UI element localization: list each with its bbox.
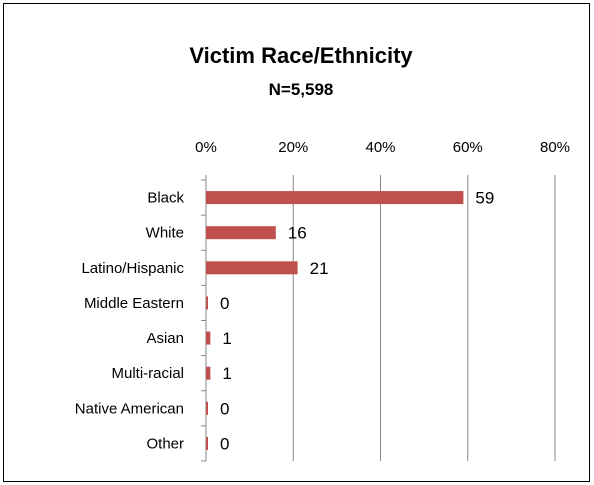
x-tick-label: 60% <box>453 139 483 156</box>
data-label: 0 <box>220 399 229 418</box>
data-label: 0 <box>220 434 229 453</box>
x-tick-label: 80% <box>540 139 570 156</box>
bar <box>206 261 298 275</box>
bar <box>206 226 276 240</box>
gridlines <box>201 175 556 462</box>
data-label: 1 <box>222 329 231 348</box>
category-label: Native American <box>75 400 184 417</box>
data-label: 16 <box>288 224 307 243</box>
category-label: Multi-racial <box>111 365 184 382</box>
category-label: Black <box>147 190 184 207</box>
x-tick-label: 20% <box>278 139 308 156</box>
bar <box>206 331 211 345</box>
category-label: Latino/Hispanic <box>81 260 184 277</box>
category-label: Other <box>146 435 184 452</box>
data-label: 1 <box>222 364 231 383</box>
bar <box>206 436 208 450</box>
category-label: Middle Eastern <box>84 295 184 312</box>
chart-subtitle: N=5,598 <box>269 80 334 99</box>
data-label: 0 <box>220 294 229 313</box>
data-label: 59 <box>475 189 494 208</box>
category-labels: Black White Latino/Hispanic Middle Eastern A… <box>75 190 185 453</box>
category-label: White <box>146 225 184 242</box>
x-tick-label: 40% <box>365 139 395 156</box>
bar <box>206 296 208 310</box>
bar <box>206 191 464 205</box>
chart-frame <box>3 3 590 482</box>
bar <box>206 366 211 380</box>
data-label: 21 <box>310 259 329 278</box>
bars <box>206 191 464 450</box>
chart-title: Victim Race/Ethnicity <box>189 43 413 68</box>
x-axis-ticks: 0% 20% 40% 60% 80% <box>195 139 570 156</box>
category-label: Asian <box>146 330 184 347</box>
x-tick-label: 0% <box>195 139 217 156</box>
bar <box>206 401 208 415</box>
